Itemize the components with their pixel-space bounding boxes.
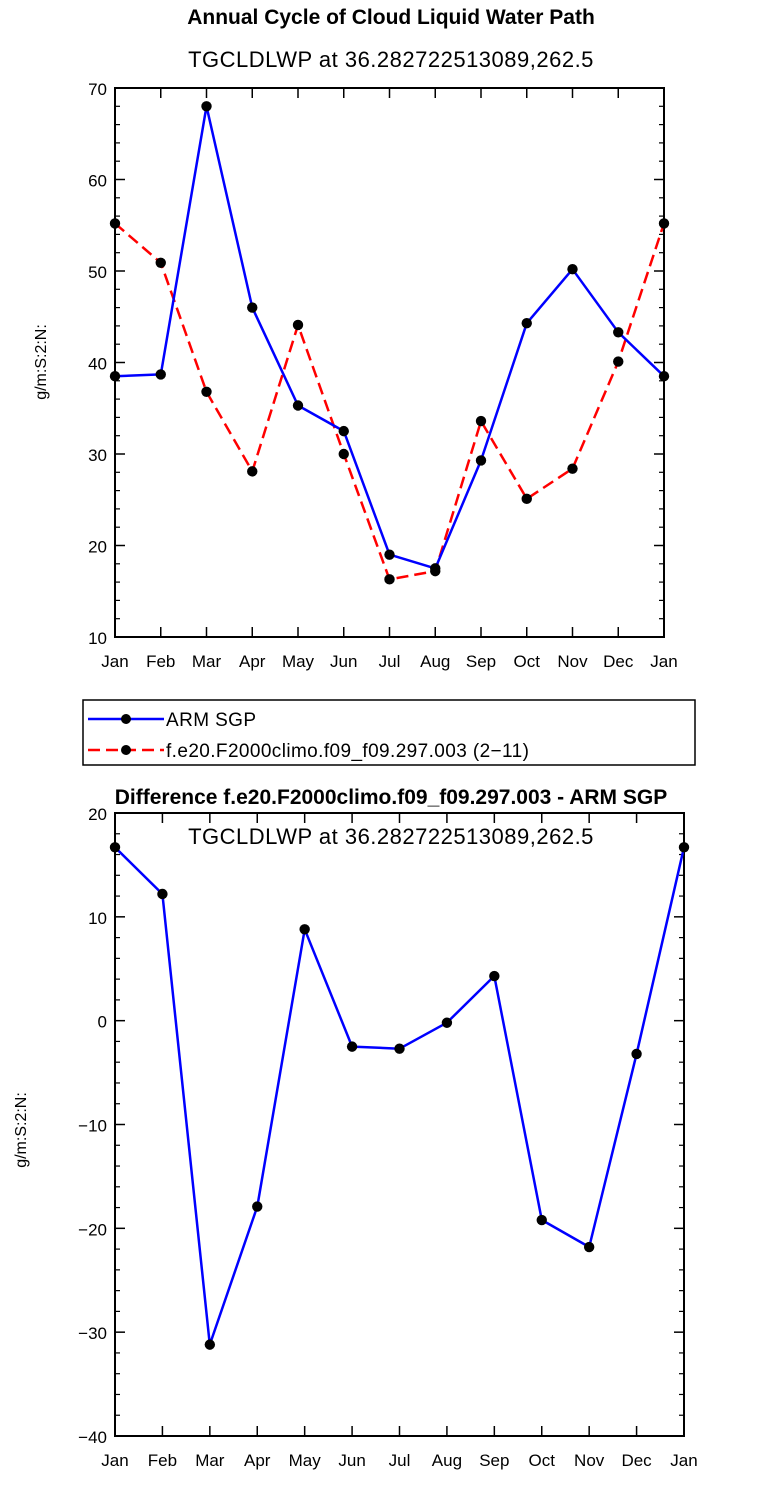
chart1-series-0-point — [613, 327, 624, 338]
legend-marker-arm-sgp — [121, 714, 131, 724]
chart1-series-1-point — [292, 319, 304, 331]
chart1-series-1-point — [338, 448, 349, 460]
chart1-series-1-point — [247, 466, 258, 477]
chart1-series-line-0 — [114, 105, 665, 570]
chart2-y-tick-label: −40 — [78, 1428, 107, 1447]
chart2-series-line-0 — [114, 846, 686, 1346]
chart2-series-0-point — [441, 1017, 453, 1028]
chart1-x-tick-label: Jul — [379, 652, 401, 671]
chart1-series-1-point — [201, 386, 212, 397]
chart1-series-0-point — [658, 371, 670, 382]
chart1-subtitle: TGCLDLWP at 36.282722513089,262.5 — [188, 47, 594, 72]
chart1-x-tick-label: Feb — [146, 652, 175, 671]
chart1-y-axis-label: g/m:S:2:N: — [33, 324, 50, 400]
chart2-y-tick-label: 20 — [88, 805, 107, 824]
chart1-title: Annual Cycle of Cloud Liquid Water Path — [187, 6, 595, 29]
chart1-y-tick-label: 10 — [88, 629, 107, 648]
chart2-x-tick-label: Jul — [389, 1451, 411, 1470]
chart2-series-0-point — [536, 1214, 547, 1226]
chart1-series-1-point — [613, 356, 624, 367]
chart1-series-1-point — [475, 415, 487, 427]
chart2-x-tick-label: Oct — [529, 1451, 556, 1470]
chart2-series-0-point — [252, 1201, 263, 1212]
chart2-series-0-point — [299, 924, 310, 935]
chart2-y-tick-label: −20 — [78, 1220, 107, 1239]
chart1-y-tick-label: 70 — [88, 80, 107, 99]
chart2-x-tick-label: Dec — [621, 1451, 652, 1470]
chart1-series-0-point — [521, 317, 532, 329]
legend: ARM SGP f.e20.F2000climo.f09_f09.297.003… — [82, 699, 696, 766]
chart2-series-0-point — [109, 842, 121, 853]
chart2-plot-area: Jan Feb Mar Apr May Jun Jul Aug Sep Oct Nov Dec Jan −… — [78, 805, 698, 1470]
chart1-series-1-point — [109, 218, 121, 229]
chart2-x-tick-label: Sep — [479, 1451, 509, 1470]
chart1-series-1-point — [384, 574, 395, 585]
chart1-x-tick-label: May — [282, 652, 315, 671]
chart2-series-0-point — [583, 1241, 595, 1253]
legend-marker-model — [121, 745, 131, 755]
chart2-subtitle: TGCLDLWP at 36.282722513089,262.5 — [188, 824, 594, 849]
chart2-title: Difference f.e20.F2000climo.f09_f09.297.… — [115, 786, 667, 809]
chart1-series-0-point — [247, 302, 258, 313]
chart1-y-tick-label: 20 — [88, 538, 107, 557]
chart1-series-0-point — [567, 263, 578, 275]
chart2-x-tick-label: Mar — [195, 1451, 225, 1470]
chart1-series-0-point — [430, 563, 441, 574]
chart1-series-line-1 — [114, 222, 666, 581]
chart1-y-tick-label: 50 — [88, 263, 107, 282]
legend-label-model: f.e20.F2000climo.f09_f09.297.003 (2−11) — [166, 741, 529, 762]
chart1-series-0-point — [475, 455, 487, 466]
chart2-y-axis-label: g/m:S:2:N: — [13, 1092, 30, 1168]
chart1-series-1-point — [658, 218, 670, 229]
chart2-x-tick-label: Jan — [101, 1451, 128, 1470]
chart2-y-tick-label: −30 — [78, 1324, 107, 1343]
legend-frame — [82, 699, 696, 766]
chart1-x-tick-label: Dec — [603, 652, 634, 671]
chart2-x-tick-label: Aug — [432, 1451, 462, 1470]
chart1-x-tick-label: Oct — [514, 652, 541, 671]
chart2-y-tick-label: −10 — [78, 1117, 107, 1136]
chart2-x-tick-label: May — [289, 1451, 322, 1470]
chart1-x-tick-label: Sep — [466, 652, 496, 671]
chart1-plot-area: Jan Feb Mar Apr May Jun Jul Aug Sep Oct Nov Dec Jan 1… — [88, 80, 678, 671]
chart1-series-0-point — [201, 101, 212, 112]
chart2-y-tick-label: 10 — [88, 909, 107, 928]
chart2-series-0-point — [678, 842, 690, 853]
chart2-series-0-point — [204, 1339, 216, 1350]
chart2-x-tick-label: Feb — [148, 1451, 177, 1470]
chart1-series-1-point — [155, 257, 166, 268]
chart1-y-tick-label: 40 — [88, 355, 107, 374]
chart1-series-0-point — [292, 400, 304, 411]
chart2-y-tick-label: 0 — [98, 1013, 107, 1032]
chart1-x-tick-label: Aug — [420, 652, 450, 671]
chart2-x-tick-label: Nov — [574, 1451, 605, 1470]
chart1-y-tick-label: 60 — [88, 172, 107, 191]
chart2-x-tick-label: Jan — [670, 1451, 697, 1470]
chart1-series-0-point — [384, 549, 395, 560]
chart1-x-tick-label: Nov — [557, 652, 588, 671]
chart1-series-1-point — [521, 493, 532, 505]
chart1-x-tick-label: Jun — [330, 652, 357, 671]
chart2-x-tick-label: Apr — [244, 1451, 271, 1470]
chart1-series-1-point — [567, 463, 578, 474]
chart1-x-tick-label: Jan — [650, 652, 677, 671]
chart2-frame — [114, 812, 685, 1437]
chart1-series-0-point — [155, 369, 166, 380]
chart1-y-tick-label: 30 — [88, 446, 107, 465]
chart1-series-0-point — [338, 425, 349, 437]
chart2-x-tick-label: Jun — [338, 1451, 365, 1470]
chart2-series-0-point — [157, 888, 168, 900]
chart2-series-0-point — [346, 1041, 358, 1052]
chart2-series-0-point — [394, 1043, 405, 1054]
legend-label-arm-sgp: ARM SGP — [166, 710, 256, 731]
chart2-series-0-point — [489, 970, 500, 982]
chart1-x-tick-label: Apr — [239, 652, 266, 671]
chart1-series-0-point — [109, 371, 121, 382]
chart1-x-tick-label: Mar — [192, 652, 222, 671]
chart2-series-0-point — [631, 1048, 642, 1060]
chart1-x-tick-label: Jan — [101, 652, 128, 671]
